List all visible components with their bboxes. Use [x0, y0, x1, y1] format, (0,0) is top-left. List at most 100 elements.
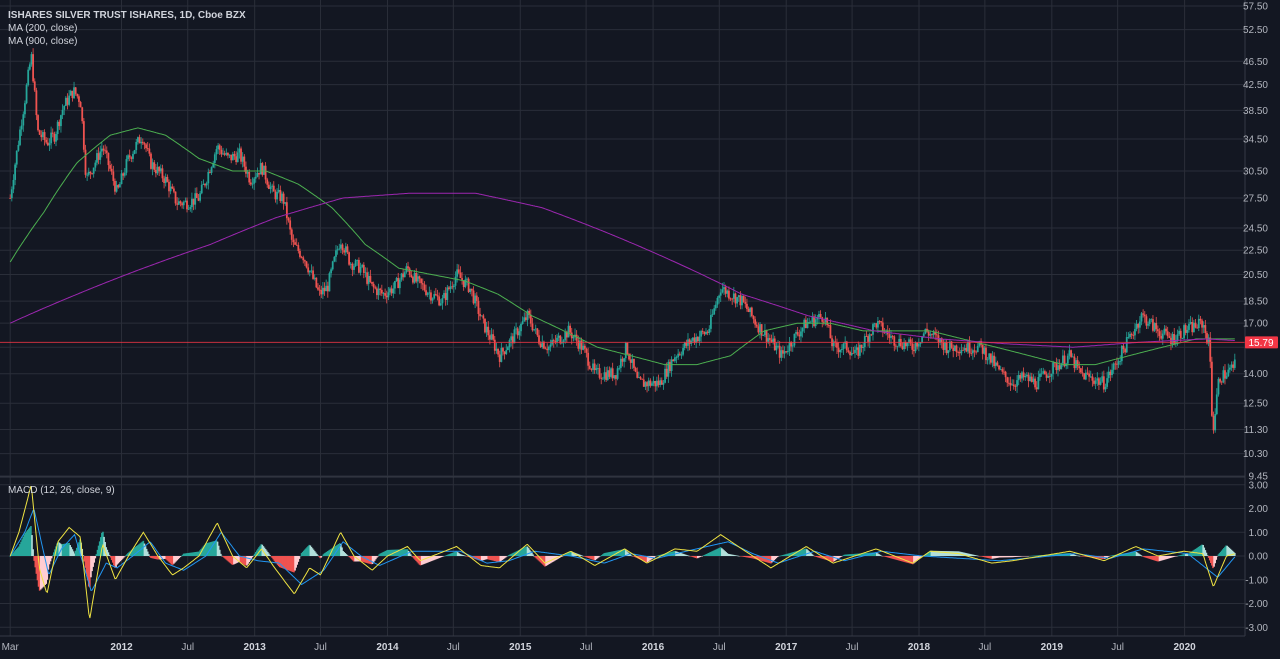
macd-hist-bar	[752, 556, 755, 559]
macd-hist-bar	[1178, 555, 1180, 556]
macd-hist-bar	[1158, 556, 1161, 562]
macd-hist-bar	[730, 554, 733, 556]
macd-hist-bar	[290, 556, 293, 572]
candle-body	[17, 144, 20, 151]
symbol-title[interactable]: ISHARES SILVER TRUST ISHARES, 1D, Cboe B…	[8, 10, 246, 21]
macd-hist-bar	[882, 556, 885, 557]
macd-hist-bar	[1015, 556, 1018, 557]
candle-body	[1050, 373, 1053, 377]
price-tick-label: 57.50	[1243, 2, 1268, 13]
macd-hist-bar	[1157, 556, 1160, 562]
macd-hist-bar	[1016, 556, 1019, 557]
macd-hist-bar	[449, 553, 451, 556]
candle-body	[135, 141, 138, 151]
candle-body	[1173, 334, 1176, 344]
macd-hist-bar	[626, 551, 628, 556]
macd-hist-bar	[1202, 544, 1204, 556]
macd-hist-bar	[978, 556, 981, 557]
candle-body	[1197, 318, 1200, 329]
macd-hist-bar	[359, 556, 362, 562]
macd-hist-bar	[1004, 556, 1007, 558]
candle-body	[367, 275, 370, 284]
candle-body	[1120, 345, 1123, 362]
macd-hist-bar	[596, 556, 599, 559]
macd-hist-bar	[504, 556, 507, 558]
macd-legend[interactable]: MACD (12, 26, close, 9)	[8, 485, 115, 496]
macd-axis[interactable]: 3.002.001.000.00-1.00-2.00-3.00	[1245, 480, 1268, 634]
candle-body	[209, 171, 211, 173]
candle-body	[1057, 365, 1059, 371]
candle-body	[284, 202, 287, 204]
ma200-legend[interactable]: MA (200, close)	[8, 23, 78, 34]
candle-body	[236, 152, 239, 163]
macd-hist-bar	[893, 556, 896, 560]
candle-body	[547, 346, 550, 351]
macd-hist-bar	[120, 556, 123, 560]
candle-body	[285, 202, 288, 219]
macd-hist-bar	[931, 550, 934, 556]
candle-body	[778, 345, 781, 358]
candle-body	[276, 191, 278, 200]
candle-body	[125, 159, 128, 173]
macd-hist-bar	[701, 556, 703, 557]
time-tick-label: Jul	[314, 642, 327, 653]
macd-hist-bar	[394, 549, 397, 556]
macd-hist-bar	[109, 556, 112, 558]
macd-hist-bar	[44, 556, 46, 585]
macd-hist-bar	[578, 554, 580, 556]
macd-hist-bar	[71, 549, 74, 556]
macd-hist-bar	[385, 550, 388, 556]
macd-hist-bar	[527, 548, 530, 556]
candle-body	[253, 178, 256, 184]
price-axis[interactable]: 57.5052.5046.5042.5038.5034.5030.5027.50…	[1243, 2, 1268, 483]
macd-hist-bar	[19, 544, 21, 556]
macd-hist-bar	[222, 556, 224, 557]
macd-hist-bar	[761, 556, 764, 562]
macd-hist-bar	[488, 556, 491, 560]
candle-body	[989, 353, 992, 363]
macd-hist-bar	[721, 548, 723, 556]
macd-hist-bar	[1195, 548, 1198, 556]
candle-body	[354, 260, 357, 267]
candle-body	[533, 329, 535, 331]
macd-hist-bar	[391, 549, 394, 556]
candle-body	[179, 201, 182, 204]
time-axis[interactable]: Mar 2012 Jul 2013 Jul 2014 Jul 2015 Jul 2016 Jul 20…	[2, 642, 1197, 653]
macd-hist-bar	[648, 556, 651, 561]
candle-body	[1140, 313, 1143, 322]
macd-hist-bar	[537, 556, 540, 561]
macd-hist-bar	[1164, 556, 1166, 560]
macd-hist-bar	[134, 546, 137, 556]
candle-body	[392, 288, 395, 294]
macd-hist-bar	[107, 552, 110, 556]
macd-hist-bar	[351, 556, 353, 560]
candle-body	[729, 298, 732, 300]
candle-body	[624, 342, 627, 359]
macd-hist-bar	[1026, 556, 1029, 557]
candle-body	[698, 336, 701, 342]
candle-body	[935, 334, 938, 336]
macd-hist-bar	[95, 554, 98, 556]
macd-hist-bar	[1140, 555, 1142, 556]
macd-hist-bar	[546, 556, 548, 566]
macd-hist-bar	[91, 556, 93, 572]
candle-body	[43, 132, 46, 140]
candle-body	[385, 295, 388, 298]
candle-body	[757, 326, 760, 333]
macd-hist-bar	[1185, 554, 1188, 556]
macd-hist-bar	[1184, 554, 1187, 556]
macd-hist-bar	[297, 556, 300, 562]
macd-hist-bar	[82, 555, 85, 556]
ma900-legend[interactable]: MA (900, close)	[8, 36, 78, 47]
macd-hist-bar	[760, 556, 762, 561]
macd-hist-bar	[980, 556, 983, 557]
macd-hist-bar	[1118, 554, 1120, 556]
macd-hist-bar	[499, 556, 502, 562]
macd-hist-bar	[640, 556, 642, 560]
macd-hist-bar	[1204, 550, 1207, 556]
macd-hist-bar	[118, 556, 121, 563]
macd-hist-bar	[1051, 554, 1054, 556]
macd-hist-bar	[244, 556, 246, 565]
candle-body	[1006, 377, 1009, 383]
